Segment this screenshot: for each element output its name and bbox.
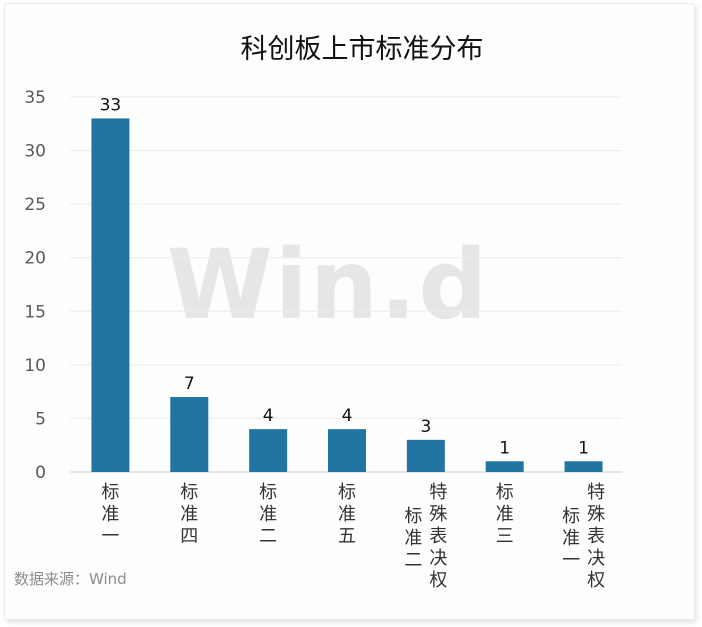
- bars: [91, 118, 603, 472]
- y-tick-label: 35: [24, 88, 46, 108]
- bar: [564, 461, 603, 472]
- bar: [91, 118, 130, 472]
- x-tick-label: 特殊表决权: [429, 482, 447, 591]
- x-tick-label: 特殊表决权: [587, 482, 605, 591]
- source-note: 数据来源：Wind: [14, 570, 127, 588]
- data-label: 3: [420, 417, 431, 437]
- bar: [170, 397, 209, 472]
- x-tick-label: 标准一: [562, 506, 580, 571]
- x-tick-label: 标准五: [338, 482, 356, 547]
- y-tick-label: 20: [24, 249, 46, 269]
- y-tick-label: 10: [24, 356, 46, 376]
- y-axis: 0 5 10 15 20 25 30 35: [24, 88, 46, 483]
- y-tick-label: 15: [24, 302, 46, 322]
- y-tick-label: 25: [24, 195, 46, 215]
- x-tick-label: 标准二: [404, 506, 422, 571]
- data-label: 33: [100, 95, 122, 115]
- data-labels: 33 7 4 4 3 1 1: [100, 95, 589, 458]
- data-label: 4: [342, 406, 353, 426]
- bar: [406, 439, 445, 472]
- x-tick-label: 标准三: [496, 482, 514, 547]
- chart-title: 科创板上市标准分布: [241, 34, 484, 65]
- y-tick-label: 0: [35, 463, 46, 483]
- bar: [328, 429, 366, 472]
- data-label: 4: [263, 406, 274, 426]
- data-label: 7: [184, 374, 195, 394]
- data-label: 1: [578, 438, 589, 458]
- gridlines: [70, 96, 622, 473]
- x-tick-label: 标准四: [180, 482, 198, 547]
- y-tick-label: 5: [35, 409, 46, 429]
- data-label: 1: [499, 438, 510, 458]
- bar: [485, 461, 524, 472]
- x-tick-label: 标准一: [101, 482, 119, 547]
- x-tick-label: 标准二: [259, 482, 277, 547]
- bar: [249, 429, 288, 472]
- y-tick-label: 30: [24, 142, 46, 162]
- watermark: Win.d: [167, 229, 489, 341]
